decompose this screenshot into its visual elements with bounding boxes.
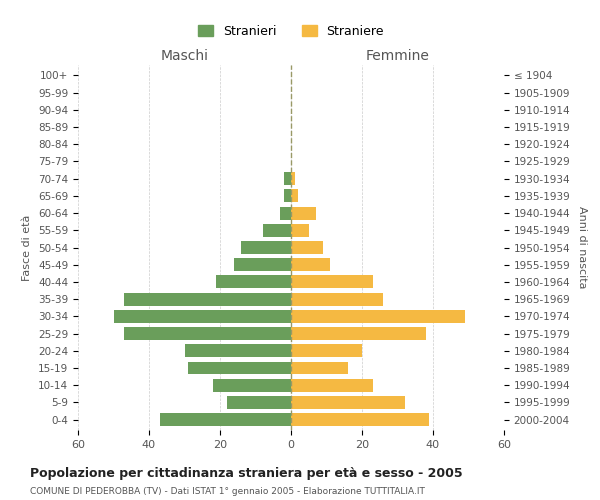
Bar bbox=[291, 292, 383, 306]
Bar bbox=[241, 241, 291, 254]
Bar bbox=[160, 413, 291, 426]
Bar bbox=[291, 172, 295, 185]
Bar bbox=[291, 276, 373, 288]
Bar bbox=[234, 258, 291, 271]
Bar bbox=[291, 396, 404, 409]
Text: Maschi: Maschi bbox=[161, 50, 209, 64]
Bar bbox=[280, 206, 291, 220]
Bar bbox=[188, 362, 291, 374]
Bar bbox=[284, 190, 291, 202]
Bar bbox=[124, 292, 291, 306]
Bar bbox=[217, 276, 291, 288]
Text: COMUNE DI PEDEROBBA (TV) - Dati ISTAT 1° gennaio 2005 - Elaborazione TUTTITALIA.: COMUNE DI PEDEROBBA (TV) - Dati ISTAT 1°… bbox=[30, 488, 425, 496]
Bar bbox=[284, 172, 291, 185]
Bar bbox=[291, 241, 323, 254]
Bar bbox=[291, 206, 316, 220]
Bar bbox=[185, 344, 291, 358]
Bar bbox=[291, 379, 373, 392]
Y-axis label: Anni di nascita: Anni di nascita bbox=[577, 206, 587, 289]
Bar bbox=[291, 190, 298, 202]
Bar bbox=[291, 327, 426, 340]
Y-axis label: Fasce di età: Fasce di età bbox=[22, 214, 32, 280]
Bar bbox=[291, 258, 330, 271]
Bar bbox=[291, 344, 362, 358]
Bar bbox=[263, 224, 291, 236]
Text: Femmine: Femmine bbox=[365, 50, 430, 64]
Bar bbox=[113, 310, 291, 323]
Bar bbox=[227, 396, 291, 409]
Bar bbox=[124, 327, 291, 340]
Bar bbox=[291, 413, 430, 426]
Bar bbox=[291, 310, 465, 323]
Legend: Stranieri, Straniere: Stranieri, Straniere bbox=[193, 20, 389, 43]
Bar bbox=[291, 224, 309, 236]
Bar bbox=[291, 362, 348, 374]
Text: Popolazione per cittadinanza straniera per età e sesso - 2005: Popolazione per cittadinanza straniera p… bbox=[30, 468, 463, 480]
Bar bbox=[213, 379, 291, 392]
